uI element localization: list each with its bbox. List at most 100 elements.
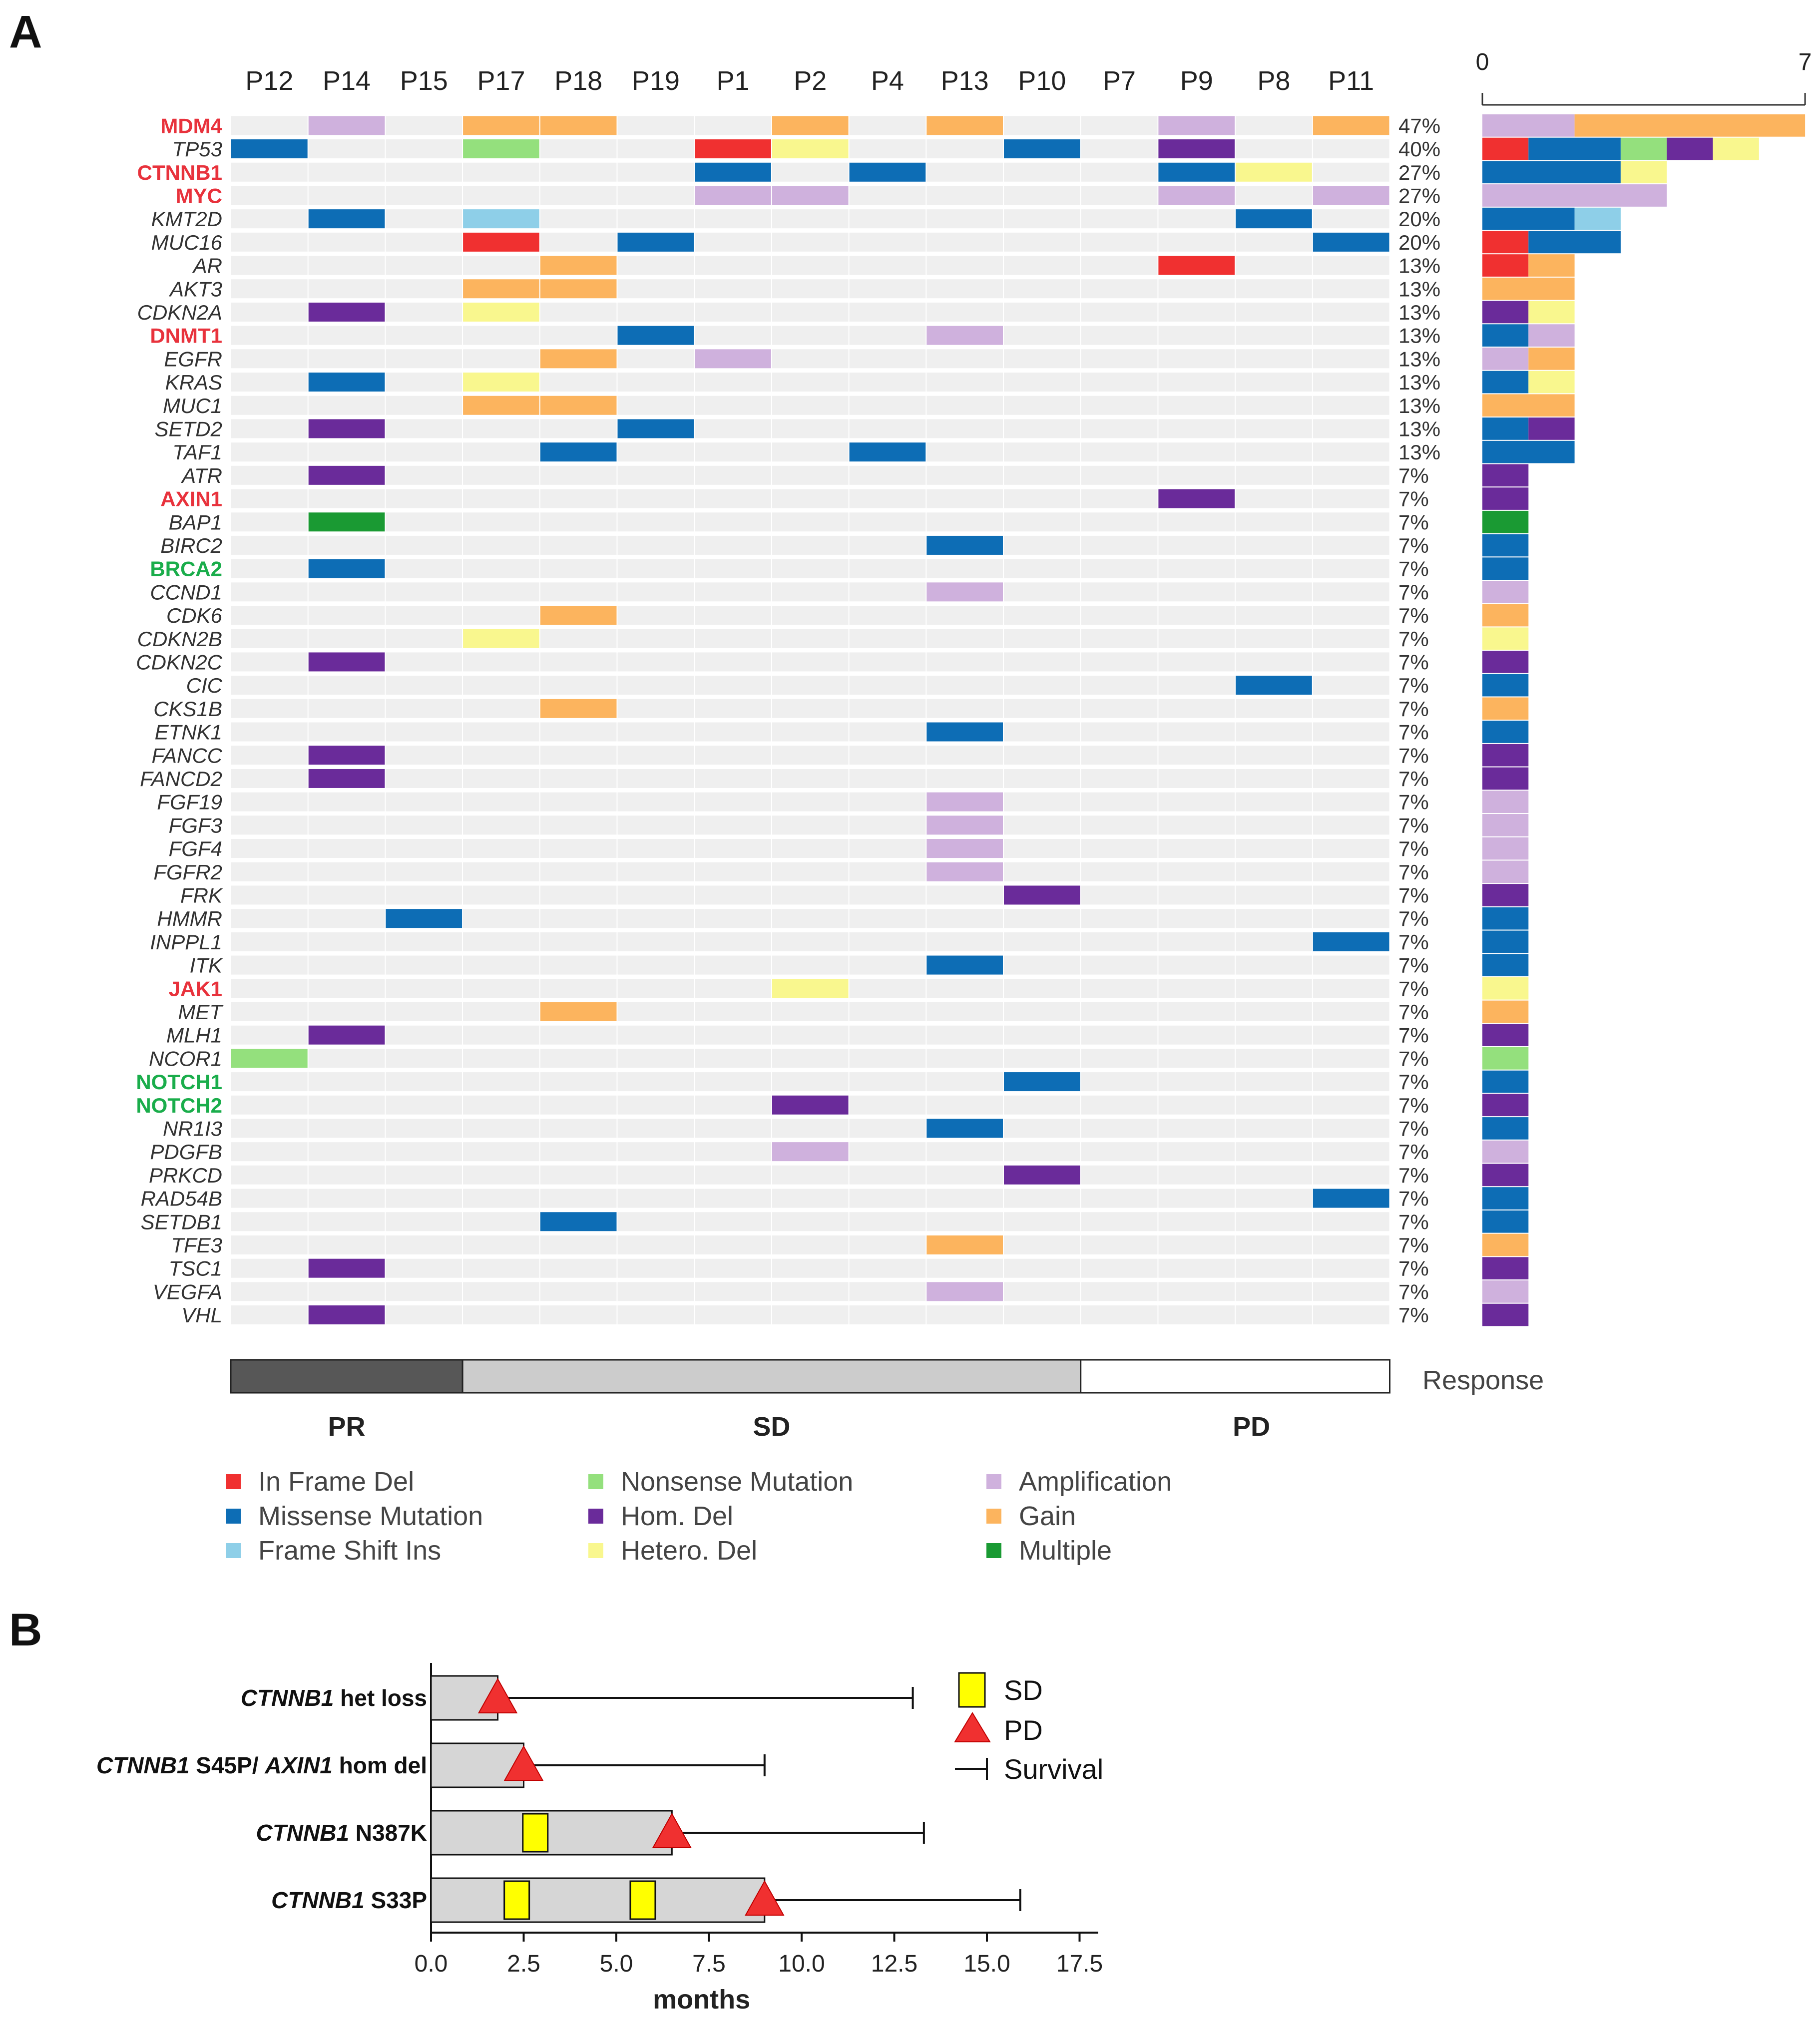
alteration-cell (695, 139, 771, 159)
alteration-cell (695, 349, 771, 369)
empty-cell (617, 606, 694, 625)
alteration-cell (1236, 676, 1312, 695)
empty-cell (926, 162, 1003, 182)
count-bar-segment (1574, 114, 1806, 137)
gene-frequency: 7% (1398, 627, 1429, 651)
gene-label: AXIN1 (160, 487, 222, 511)
empty-cell (463, 1258, 539, 1278)
empty-cell (1158, 979, 1235, 998)
empty-cell (1158, 629, 1235, 648)
alteration-cell (540, 606, 617, 625)
empty-cell (540, 186, 617, 205)
empty-cell (308, 186, 385, 205)
empty-cell (1313, 792, 1389, 811)
empty-cell (1236, 909, 1312, 928)
empty-cell (1236, 979, 1312, 998)
alteration-cell (308, 116, 385, 135)
empty-cell (1081, 1212, 1158, 1231)
count-bar-segment (1482, 1000, 1529, 1023)
treatment-bar (430, 1810, 673, 1856)
empty-cell (772, 326, 849, 345)
sd-marker (522, 1813, 549, 1853)
empty-cell (695, 373, 771, 392)
empty-cell (772, 396, 849, 415)
response-group-sd (461, 1359, 1082, 1394)
empty-cell (772, 419, 849, 438)
empty-cell (1236, 256, 1312, 275)
alteration-cell (1313, 186, 1389, 205)
empty-cell (308, 722, 385, 742)
empty-cell (1236, 699, 1312, 718)
count-bar-segment (1482, 1117, 1529, 1140)
empty-cell (695, 232, 771, 252)
empty-cell (540, 1235, 617, 1254)
empty-cell (386, 442, 462, 462)
count-bar-segment (1482, 1257, 1529, 1279)
empty-cell (540, 465, 617, 485)
patient-label: P15 (400, 66, 448, 96)
alteration-cell (926, 1235, 1003, 1254)
empty-cell (1004, 1235, 1080, 1254)
empty-cell (1158, 373, 1235, 392)
empty-cell (695, 792, 771, 811)
empty-cell (1236, 932, 1312, 951)
gene-label: CDKN2C (136, 650, 222, 674)
patient-label: P11 (1328, 66, 1374, 96)
empty-cell (386, 606, 462, 625)
empty-cell (1158, 1072, 1235, 1092)
gene-label: CDKN2B (137, 627, 222, 651)
empty-cell (1236, 512, 1312, 532)
empty-cell (772, 746, 849, 765)
empty-cell (540, 1049, 617, 1068)
empty-cell (617, 1189, 694, 1208)
empty-cell (1158, 1025, 1235, 1045)
empty-cell (386, 792, 462, 811)
empty-cell (231, 862, 308, 881)
alteration-cell (849, 162, 926, 182)
empty-cell (1004, 582, 1080, 602)
empty-cell (1081, 1002, 1158, 1021)
empty-cell (231, 1165, 308, 1185)
empty-cell (695, 629, 771, 648)
response-group-label: SD (753, 1412, 790, 1442)
empty-cell (926, 559, 1003, 578)
legend-label: Amplification (1019, 1467, 1172, 1497)
count-bar-segment (1482, 1094, 1529, 1117)
empty-cell (231, 606, 308, 625)
empty-cell (386, 582, 462, 602)
empty-cell (1004, 232, 1080, 252)
gene-label: SETDB1 (141, 1210, 222, 1233)
empty-cell (231, 209, 308, 229)
empty-cell (231, 1189, 308, 1208)
empty-cell (463, 839, 539, 858)
empty-cell (695, 1095, 771, 1115)
label-part: S33P (365, 1887, 427, 1913)
empty-cell (1236, 1002, 1312, 1021)
count-bar-segment (1482, 930, 1529, 953)
gene-label: ETNK1 (155, 721, 222, 744)
alteration-cell (926, 116, 1003, 135)
empty-cell (1081, 279, 1158, 299)
gene-frequency: 13% (1398, 440, 1440, 464)
empty-cell (1313, 909, 1389, 928)
empty-cell (1004, 746, 1080, 765)
empty-cell (617, 652, 694, 672)
empty-cell (849, 839, 926, 858)
alteration-cell (695, 186, 771, 205)
alteration-cell (772, 979, 849, 998)
alteration-cell (463, 116, 539, 135)
empty-cell (540, 373, 617, 392)
empty-cell (231, 1305, 308, 1325)
alteration-cell (231, 1049, 308, 1068)
empty-cell (386, 815, 462, 835)
empty-cell (1004, 1142, 1080, 1162)
sd-marker (629, 1880, 656, 1920)
empty-cell (1158, 1002, 1235, 1021)
empty-cell (540, 909, 617, 928)
gene-frequency: 7% (1398, 1257, 1429, 1280)
empty-cell (1236, 1212, 1312, 1231)
legend-label: Missense Mutation (258, 1501, 483, 1531)
legend-swatch (226, 1474, 241, 1489)
empty-cell (463, 1165, 539, 1185)
gene-frequency: 13% (1398, 254, 1440, 278)
